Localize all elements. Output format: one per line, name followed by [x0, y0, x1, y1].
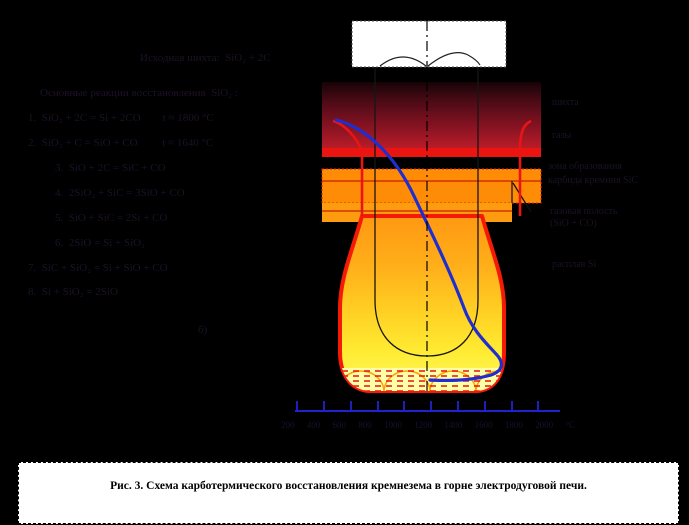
reaction-line: 3. SiO + 2С = SiC + СО [55, 162, 166, 174]
note-label: б) [198, 324, 208, 336]
layer-divider-lines [322, 180, 541, 212]
zone-label-sic-1: зона образования [548, 161, 622, 172]
reaction-line: 8. Si + SiO₂ = 2SiO [28, 286, 118, 298]
melt-bath [340, 368, 504, 391]
melting-strip [322, 148, 541, 157]
temperature-axis-labels: 200 400 600 800 1000 1200 1400 1600 1800… [281, 420, 575, 430]
zone-label-charge: шихта [552, 97, 579, 108]
axis-tick-label: 1400 [444, 420, 463, 430]
charge-composition-line: Исходная шихта: SiO₂ + 2С [140, 52, 271, 64]
reaction-line: 4. 2SiO₂ + SiC = 3SiO + СО [55, 187, 185, 199]
axis-tick-label: 400 [306, 420, 321, 430]
caption-box: Рис. 3. Схема карботермического восстано… [18, 462, 679, 524]
axis-tick-label: 1600 [474, 420, 493, 430]
zone-label-gases: газы [552, 130, 572, 141]
charge-surface-box [351, 20, 507, 68]
charge-heating-zone [322, 82, 541, 148]
axis-tick-label: 200 [281, 420, 295, 430]
wall-profile-right [518, 119, 532, 216]
axis-unit-label: °С [565, 420, 575, 430]
axis-tick-label: 600 [332, 420, 346, 430]
charge-cone-curves [379, 52, 481, 67]
axis-tick-label: 1200 [414, 420, 433, 430]
axis-tick-label: 800 [358, 420, 372, 430]
temperature-curve [334, 118, 503, 383]
zone-label-sic-2: карбида кремния SiC [548, 175, 639, 186]
reaction-line: 2. SiO₂ + С = SiO + СО t ≈ 1640 °С [28, 137, 214, 149]
sic-zone-upper [321, 168, 542, 204]
reaction-line: 1. SiO₂ + 2С = Si + 2СО t ≈ 1800 °С [28, 112, 214, 124]
reaction-line: 6. 2SiO = Si + SiO₂ [55, 237, 145, 249]
label-leader-line [511, 181, 532, 213]
axis-tick-label: 2000 [535, 420, 554, 430]
temperature-axis-ticks [296, 401, 539, 411]
reactions-header: Основные реакции восстановления SiO₂ : [40, 87, 238, 99]
axis-tick-label: 1000 [383, 420, 402, 430]
zone-label-cavity-gas: (SiO + СО) [550, 218, 597, 229]
bath-scallop-pattern [340, 370, 504, 391]
zone-label-cavity: газовая полость [550, 206, 618, 217]
bath-hatch-lines [342, 370, 504, 391]
wall-profile-left [332, 119, 364, 216]
zone-label-melt: расплав Si [552, 259, 597, 270]
reaction-line: 5. SiO + SiC = 2Si + СО [55, 212, 168, 224]
figure-caption: Рис. 3. Схема карботермического восстано… [110, 480, 587, 492]
axis-tick-label: 1800 [504, 420, 523, 430]
reaction-line: 7. SiC + SiO₂ = Si + SiO + СО [28, 262, 168, 274]
crucible-zone [338, 214, 506, 393]
